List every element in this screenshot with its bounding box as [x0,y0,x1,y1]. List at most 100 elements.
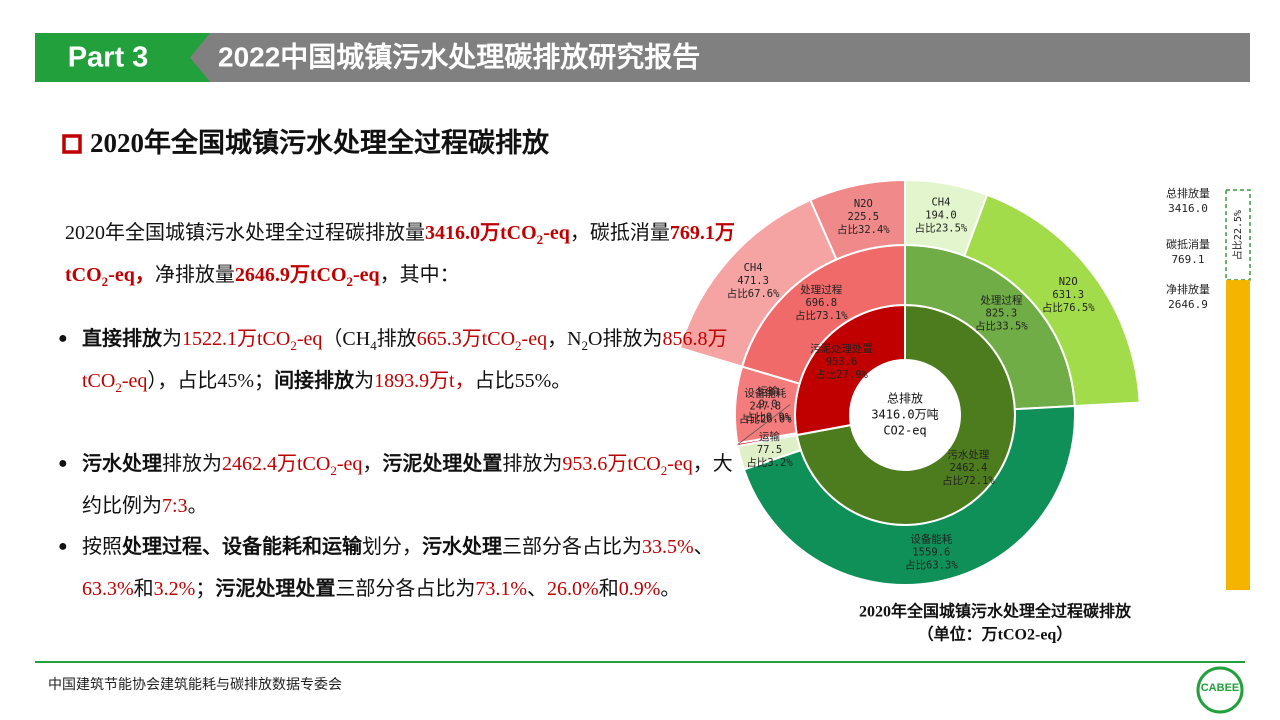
chart-caption: （单位：万tCO2-eq） [918,625,1073,644]
header-title: 2022中国城镇污水处理碳排放研究报告 [218,40,700,72]
text-run: 1893.9万t， [374,370,475,392]
text-run: 26.0% [547,578,599,600]
header-part-box [35,33,210,82]
segment-label: 运输 [759,430,780,443]
center-label: 3416.0万吨 [871,408,938,422]
segment-label: 设备能耗 [910,532,952,545]
text-run: 按照 [82,536,122,558]
logo-circle [1196,666,1244,714]
segment-label: N2O [854,198,873,210]
segment-label: 247.8 [749,400,781,412]
text-run: 划分， [362,536,422,558]
text-run: 2020年全国城镇污水处理全过程碳排放量 [65,222,425,244]
segment-label: 占比32.4% [837,223,890,236]
segment-label: 占比67.6% [727,287,780,300]
text-run: 污水处理 [82,453,162,475]
text-run: -eq， [108,264,155,286]
text-run: 直接排放 [82,328,162,350]
balance-value: 3416.0 [1168,202,1208,215]
net-bar [1226,280,1250,590]
segment-label: 占比23.5% [915,222,968,235]
text-run: 污水处理 [422,536,502,558]
text-run: 和 [598,578,619,600]
text-run: 排放 [376,328,417,350]
text-run: 2 [581,338,589,353]
logo-text: CABEE [1201,682,1240,694]
text-run: 2 [101,274,109,289]
text-run: 和 [133,578,154,600]
text-run: 净排放量 [154,264,235,286]
segment-label: 设备能耗 [744,386,786,399]
balance-value: 769.1 [1171,253,1204,266]
text-run: 占比55%。 [474,370,572,392]
text-run: 三部分各占比为 [502,536,642,558]
segment-label: 194.0 [925,210,957,222]
text-run: 为 [162,328,182,350]
text-run: 33.5% [642,536,694,558]
segment-label: 77.5 [757,444,782,456]
sunburst-center [850,360,960,470]
text-run: 7:3 [162,495,188,517]
segment-label: 2462.4 [949,462,987,474]
text-run: -eq [296,328,323,350]
text-run: ，大约比例为 [82,453,733,517]
segment-label: 占比73.1% [795,309,848,322]
center-label: CO2-eq [883,424,926,438]
text-run: O排放为 [588,328,663,350]
text-run: 污泥处理处置 [382,453,503,475]
segment-label: 1559.6 [912,546,950,558]
text-run: ， [362,453,383,475]
text-run: -eq [121,370,148,392]
center-label: 总排放 [887,391,923,406]
text-run: -eq [667,453,693,475]
text-run: 2646.9万tCO [234,264,347,286]
text-run: ），占比45%； [147,370,275,392]
text-run: 2 [330,463,337,478]
segment-label: 污泥处理处置 [810,342,873,355]
text-run: 769.1万tCO [65,222,735,286]
text-run: 三部分各占比为 [335,578,476,600]
segment-label: 占比0.9% [745,411,792,424]
section-title: 2020年全国城镇污水处理全过程碳排放 [90,127,550,158]
text-run: 73.1% [475,578,528,600]
footer-text: 中国建筑节能协会建筑能耗与碳排放数据专委会 [48,677,342,693]
text-run: （CH [322,328,371,350]
text-run: 2 [536,232,544,247]
paragraph: 按照处理过程、设备能耗和运输划分，污水处理三部分各占比为33.5%、63.3%和… [58,526,747,610]
segment-label: 处理过程 [980,293,1022,306]
sunburst-segment [963,193,1141,408]
segment-label: 占比3.2% [746,456,793,469]
sunburst-segment [742,404,1076,586]
balance-name: 碳抵消量 [1166,237,1210,251]
segment-label: CH4 [744,262,763,274]
segment-label: N2O [1059,276,1078,288]
segment-label: 占比63.3% [905,558,958,571]
segment-label: 696.8 [805,297,837,309]
text-run: 为 [354,370,375,392]
segment-label: 运输 [758,385,779,398]
text-run: 2 [515,338,522,353]
text-run: 。 [187,495,208,517]
text-run: 2 [290,338,297,353]
text-run: 3.2% [153,578,196,600]
segment-label: 污水处理 [947,449,989,461]
segment-label: 占比33.5% [975,319,1028,332]
text-run: 1522.1万tCO [182,328,291,350]
text-run: ，N [547,328,582,350]
sunburst-segment [808,178,906,261]
segment-label: CH4 [931,197,950,209]
text-run: 污泥处理处置 [215,578,336,600]
segment-label: 占比76.5% [1042,301,1095,314]
text-run: 953.6万tCO [562,453,661,475]
text-run: 3416.0万tCO [425,222,537,244]
text-run: 排放为 [162,453,222,475]
text-run: 665.3万tCO [416,328,516,350]
paragraph: 2020年全国城镇污水处理全过程碳排放量3416.0万tCO2-eq，碳抵消量7… [65,212,755,296]
segment-label: 处理过程 [800,283,842,296]
segment-label: 占比26.0% [739,412,792,425]
segment-label: 631.3 [1052,289,1084,301]
text-run: ； [195,578,216,600]
text-run: 处理过程、设备能耗和运输 [122,536,362,558]
balance-name: 总排放量 [1166,186,1210,200]
